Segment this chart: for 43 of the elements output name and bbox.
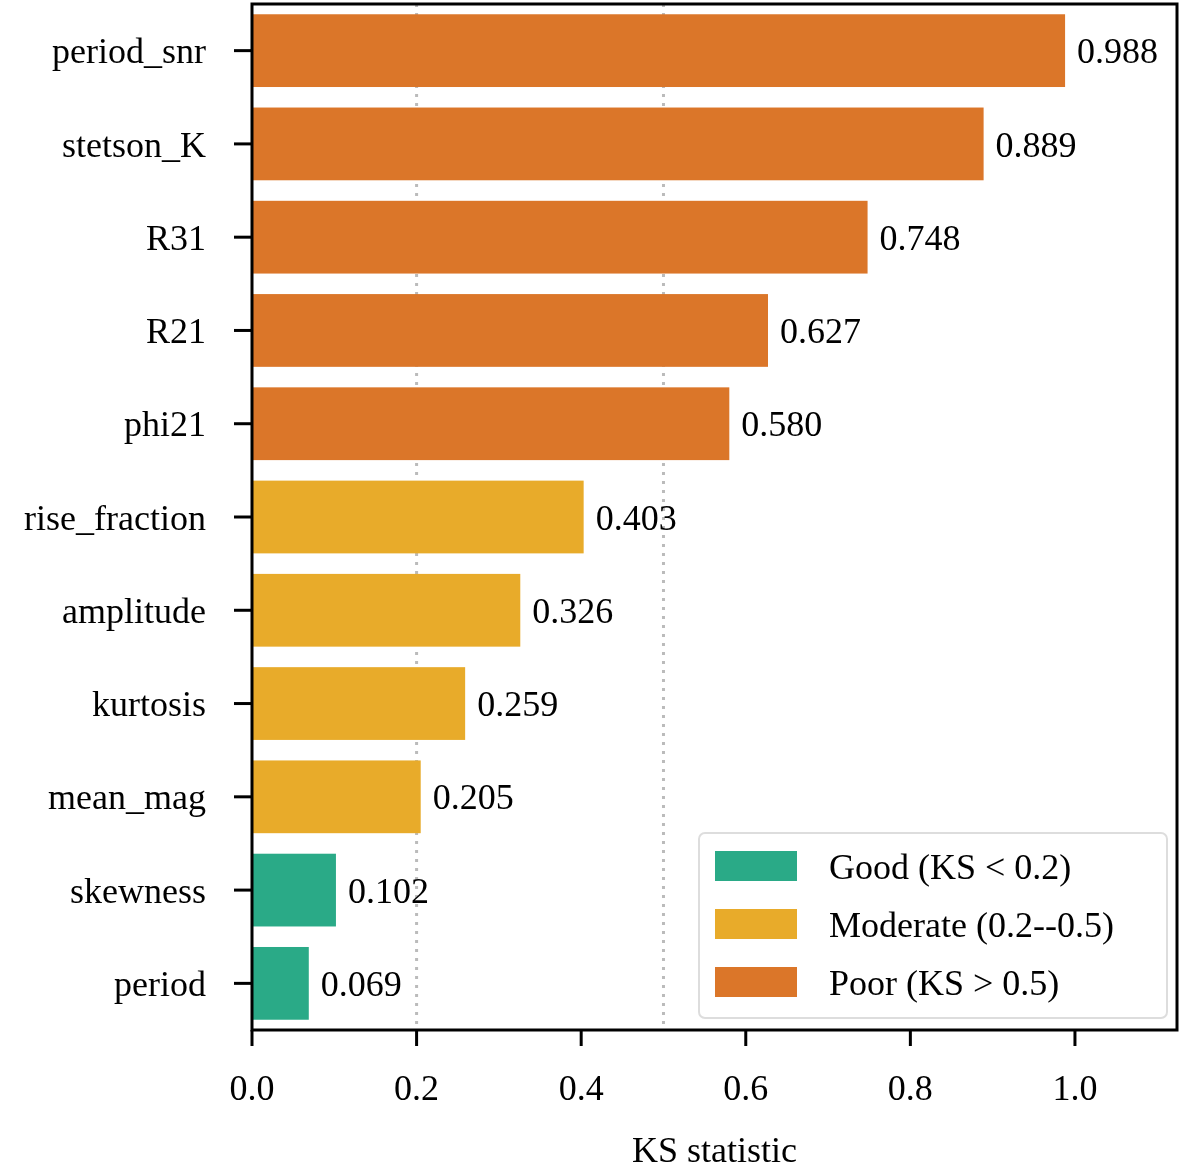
data-label: 0.627: [779, 311, 861, 352]
y-tick-label: period: [114, 963, 206, 1004]
legend-label: Poor (KS > 0.5): [829, 962, 1060, 1003]
data-label: 0.259: [477, 684, 559, 725]
y-tick-label: kurtosis: [91, 684, 206, 725]
y-tick-label: period_snr: [52, 31, 207, 72]
bar: [252, 200, 868, 274]
bar: [252, 760, 421, 834]
y-tick-label: skewness: [70, 870, 206, 911]
data-label: 0.748: [879, 217, 961, 258]
x-tick-label: 0.4: [558, 1068, 604, 1108]
legend-label: Moderate (0.2--0.5): [829, 904, 1114, 945]
data-label: 0.403: [595, 497, 677, 538]
x-tick-label: 0.8: [887, 1068, 933, 1108]
bar: [252, 573, 521, 647]
y-tick-label: phi21: [123, 404, 206, 445]
x-tick-label: 0.6: [723, 1068, 769, 1108]
bar: [252, 853, 336, 927]
data-label: 0.069: [320, 963, 402, 1004]
data-label: 0.326: [532, 590, 614, 631]
data-label: 0.580: [741, 404, 823, 445]
y-tick-label: R31: [145, 217, 206, 258]
x-tick-label: 1.0: [1052, 1068, 1098, 1108]
bar: [252, 107, 984, 181]
x-axis-title: KS statistic: [631, 1130, 798, 1170]
legend-label: Good (KS < 0.2): [829, 846, 1072, 887]
y-tick-label: mean_mag: [48, 777, 206, 818]
bar: [252, 480, 584, 554]
y-tick-label: amplitude: [62, 590, 206, 631]
data-label: 0.102: [347, 870, 429, 911]
bar: [252, 294, 768, 367]
data-label: 0.889: [995, 124, 1077, 165]
bar: [252, 946, 309, 1020]
y-tick-label: stetson_K: [62, 124, 206, 165]
bar: [252, 387, 730, 461]
x-tick-label: 0.2: [394, 1068, 440, 1108]
data-label: 0.988: [1077, 31, 1159, 72]
data-label: 0.205: [432, 777, 514, 818]
bar: [252, 667, 466, 740]
y-tick-label: rise_fraction: [24, 497, 206, 538]
bar: [252, 14, 1066, 88]
y-tick-label: R21: [145, 311, 206, 352]
x-tick-label: 0.0: [229, 1068, 275, 1108]
